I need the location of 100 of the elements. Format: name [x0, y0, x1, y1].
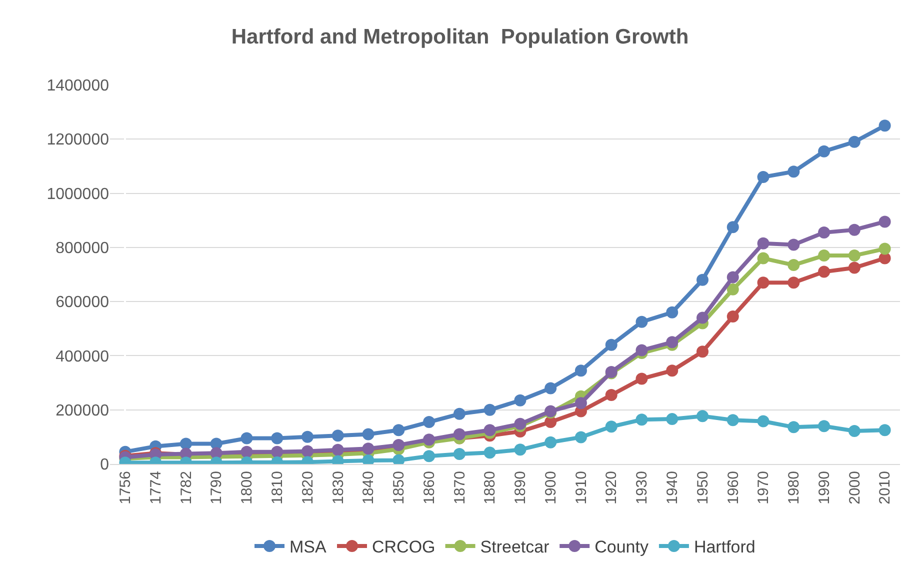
point — [514, 394, 526, 406]
point — [818, 145, 830, 158]
point — [818, 250, 830, 262]
x-tick-label: 1774 — [147, 471, 164, 504]
point — [636, 372, 648, 385]
point — [332, 430, 344, 442]
point — [788, 238, 800, 251]
y-tick-label: 0 — [100, 456, 110, 474]
x-tick-label: 1970 — [755, 471, 772, 504]
x-tick-label: 1890 — [512, 471, 530, 504]
point — [605, 420, 618, 433]
point — [726, 283, 739, 296]
point — [574, 397, 587, 410]
point — [453, 428, 466, 440]
point — [423, 450, 436, 462]
point — [574, 431, 587, 444]
point — [757, 237, 770, 250]
point — [574, 364, 587, 377]
point — [848, 250, 860, 262]
x-tick-label: 1830 — [330, 471, 347, 504]
x-tick-label: 1990 — [816, 471, 833, 504]
point — [726, 221, 739, 234]
point — [392, 424, 405, 436]
point — [757, 252, 770, 264]
x-tick-label: 2010 — [876, 471, 894, 504]
point — [757, 171, 770, 184]
point — [636, 344, 648, 356]
x-tick-label: 1790 — [208, 471, 226, 504]
x-tick-label: 1930 — [634, 471, 651, 504]
y-tick-label: 600000 — [56, 294, 110, 312]
point — [362, 428, 374, 440]
y-tick-label: 1200000 — [46, 132, 110, 149]
point — [636, 414, 648, 426]
point — [636, 316, 648, 328]
point — [696, 274, 708, 286]
point — [878, 242, 891, 255]
point — [848, 136, 860, 148]
y-tick-label: 400000 — [56, 348, 110, 366]
point — [696, 346, 708, 358]
point — [788, 421, 800, 434]
point — [788, 276, 800, 289]
point — [666, 336, 678, 348]
point — [484, 446, 496, 459]
x-tick-label: 1960 — [724, 471, 742, 504]
x-tick-label: 1910 — [572, 471, 590, 504]
legend-label: Streetcar — [480, 538, 550, 557]
point — [757, 276, 770, 289]
x-tick-label: 2000 — [846, 471, 864, 504]
y-tick-label: 1400000 — [46, 78, 110, 95]
x-tick-label: 1782 — [178, 471, 195, 504]
point — [302, 430, 314, 443]
point — [788, 259, 800, 272]
x-tick-label: 1900 — [542, 471, 560, 504]
point — [788, 166, 800, 178]
x-tick-label: 1880 — [482, 471, 499, 504]
point — [605, 338, 618, 351]
point — [484, 424, 496, 436]
point — [453, 408, 466, 420]
point — [848, 262, 860, 274]
point — [666, 306, 678, 318]
point — [726, 271, 739, 284]
point — [514, 444, 526, 456]
point — [818, 226, 830, 239]
point — [818, 266, 830, 278]
point — [726, 414, 739, 426]
x-tick-label: 1820 — [299, 471, 316, 504]
point — [878, 216, 891, 228]
point — [818, 420, 830, 432]
chart-title: Hartford and Metropolitan Population Growth — [231, 26, 689, 48]
x-tick-label: 1950 — [694, 471, 712, 504]
point — [726, 310, 739, 322]
x-tick-label: 1756 — [117, 471, 134, 504]
point — [180, 438, 192, 450]
point — [544, 382, 557, 394]
legend-label: Hartford — [694, 538, 756, 557]
point — [666, 364, 678, 377]
legend-label: MSA — [290, 538, 327, 557]
point — [878, 120, 891, 132]
point — [666, 413, 678, 426]
point — [544, 436, 557, 448]
x-tick-label: 1800 — [238, 471, 256, 504]
x-tick-label: 1850 — [390, 471, 408, 504]
x-tick-label: 1840 — [360, 471, 378, 504]
x-tick-label: 1860 — [420, 471, 438, 504]
point — [696, 312, 708, 324]
point — [240, 432, 253, 444]
x-tick-label: 1980 — [786, 471, 803, 504]
point — [484, 404, 496, 416]
x-tick-label: 1920 — [603, 471, 620, 504]
legend-label: CRCOG — [372, 538, 436, 557]
legend-label: County — [594, 538, 649, 557]
point — [696, 410, 708, 422]
point — [453, 448, 466, 460]
point — [848, 224, 860, 236]
point — [757, 415, 770, 428]
point — [878, 424, 891, 436]
point — [848, 424, 860, 437]
point — [605, 388, 618, 401]
x-tick-label: 1940 — [664, 471, 681, 504]
x-tick-label: 1870 — [451, 471, 468, 504]
